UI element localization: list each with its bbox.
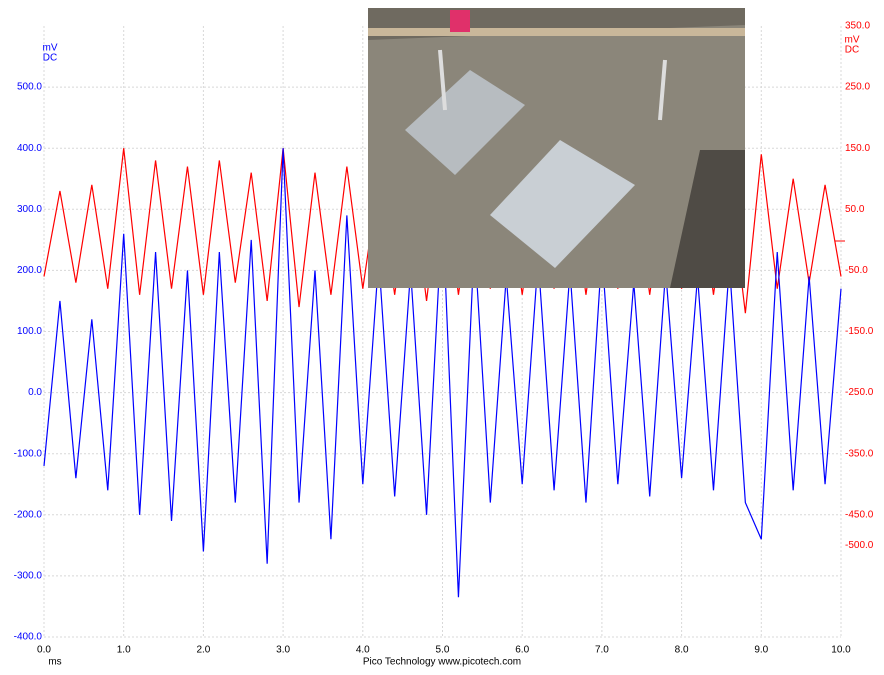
x-tick-label: 8.0	[675, 645, 689, 656]
x-tick-label: 2.0	[196, 645, 210, 656]
x-tick-label: 7.0	[595, 645, 609, 656]
y-tick-label: 0.0	[28, 387, 42, 398]
y2-tick-label: -350.0	[845, 448, 874, 459]
y-tick-label: -400.0	[14, 632, 43, 643]
y-tick-label: 100.0	[17, 326, 42, 337]
y-tick-label: -200.0	[14, 509, 43, 520]
x-tick-label: 9.0	[754, 645, 768, 656]
y2-tick-label: 350.0	[845, 21, 870, 32]
y-tick-label: -300.0	[14, 571, 43, 582]
y2-tick-label: -150.0	[845, 326, 874, 337]
y2-tick-label: -450.0	[845, 509, 874, 520]
x-tick-label: 10.0	[831, 645, 851, 656]
x-tick-label: 0.0	[37, 645, 51, 656]
y-tick-label: 300.0	[17, 204, 42, 215]
y-tick-label: 500.0	[17, 82, 42, 93]
y-tick-label: 400.0	[17, 143, 42, 154]
y-unit: DC	[43, 53, 57, 64]
inset-photo	[368, 8, 745, 288]
y-tick-label: -100.0	[14, 448, 43, 459]
y2-tick-label: 150.0	[845, 143, 870, 154]
x-tick-label: 6.0	[515, 645, 529, 656]
x-tick-label: 3.0	[276, 645, 290, 656]
y2-tick-label: 50.0	[845, 204, 865, 215]
y2-tick-label: 250.0	[845, 82, 870, 93]
y2-unit: mV	[845, 35, 860, 46]
x-tick-label: 4.0	[356, 645, 370, 656]
x-axis-label: ms	[48, 657, 61, 668]
y2-tick-label: -500.0	[845, 540, 874, 551]
y-tick-label: 200.0	[17, 265, 42, 276]
y-unit: mV	[43, 43, 58, 54]
footer: Pico Technology www.picotech.com	[363, 657, 521, 668]
y2-tick-label: -50.0	[845, 265, 868, 276]
y2-unit: DC	[845, 45, 859, 56]
x-tick-label: 1.0	[117, 645, 131, 656]
y2-tick-label: -250.0	[845, 387, 874, 398]
x-tick-label: 5.0	[436, 645, 450, 656]
